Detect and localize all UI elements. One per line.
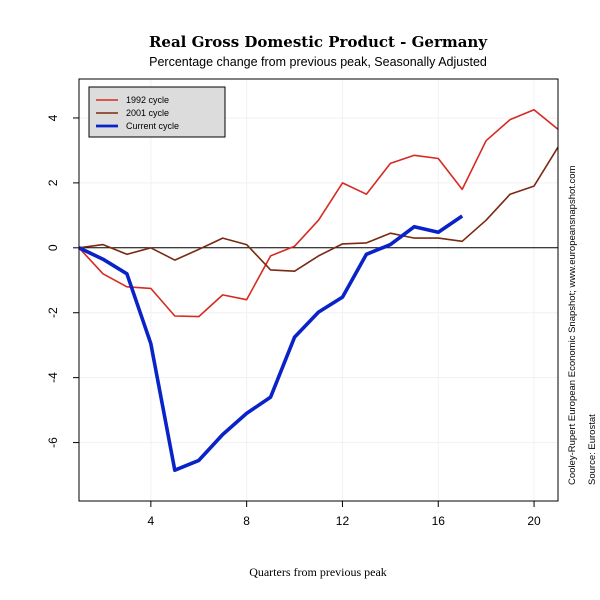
x-tick-label: 8: [243, 514, 250, 528]
y-tick-label: 0: [46, 244, 60, 251]
legend-label-2: 2001 cycle: [126, 108, 169, 118]
plot-frame: [78, 78, 559, 502]
chart-title: Real Gross Domestic Product - Germany: [149, 33, 488, 51]
side-note-credit: Cooley-Rupert European Economic Snapshot…: [567, 165, 578, 485]
x-axis-label: Quarters from previous peak: [249, 565, 387, 579]
series-layer: [78, 109, 559, 473]
series-line-2: [78, 146, 559, 273]
legend-label-3: Current cycle: [126, 121, 179, 131]
x-axis: 4 8 12 16 20: [148, 501, 541, 528]
x-tick-label: 20: [527, 514, 541, 528]
series-line-1: [78, 109, 559, 318]
y-tick-label: 2: [46, 179, 60, 186]
series-line-3: [78, 214, 464, 473]
y-tick-label: -2: [46, 307, 60, 318]
y-tick-label: 4: [46, 114, 60, 121]
side-note-source: Source: Eurostat: [587, 414, 598, 485]
y-tick-label: -4: [46, 372, 60, 383]
y-tick-label: -6: [46, 437, 60, 448]
x-tick-label: 16: [432, 514, 446, 528]
legend-box: [88, 86, 226, 138]
x-tick-label: 4: [148, 514, 155, 528]
legend-label-1: 1992 cycle: [126, 95, 169, 105]
x-tick-label: 12: [336, 514, 350, 528]
legend: 1992 cycle 2001 cycle Current cycle: [88, 86, 226, 138]
y-axis: -6 -4 -2 0 2 4: [46, 114, 79, 448]
chart-subtitle: Percentage change from previous peak, Se…: [149, 55, 487, 69]
